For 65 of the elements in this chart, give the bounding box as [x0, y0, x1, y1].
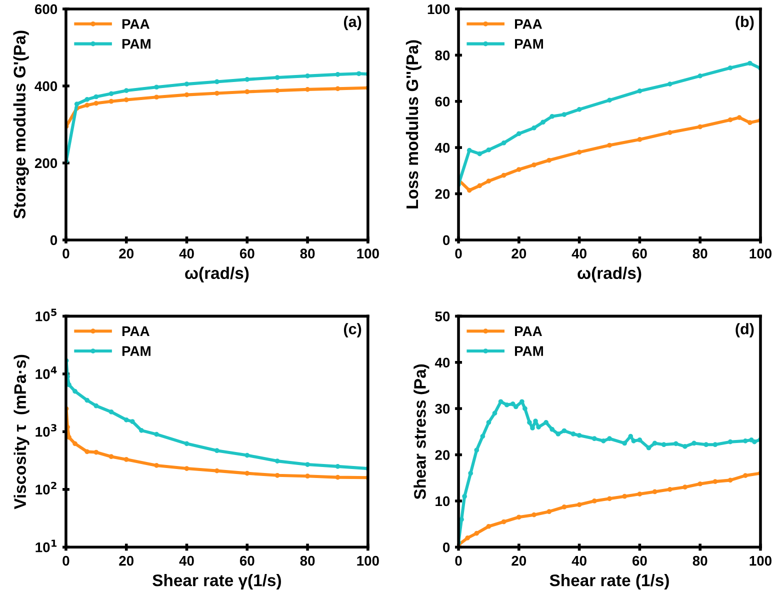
x-tick-label: 20 — [119, 248, 134, 258]
y-tick-label: 100 — [428, 4, 450, 14]
x-tick-label: 80 — [300, 556, 315, 566]
legend-label: PAA — [515, 326, 542, 336]
y-tick-label: 20 — [435, 189, 450, 199]
y-tick-label: 200 — [34, 158, 58, 168]
x-tick-label: 40 — [179, 248, 194, 258]
y-tick-label: 10$^{1}$ — [36, 540, 57, 552]
legend-label: PAA — [122, 326, 150, 336]
x-tick-label: 100 — [357, 556, 379, 566]
y-tick-label: 40 — [434, 358, 450, 368]
y-axis-title: Loss modulus G''(Pa) — [406, 40, 422, 208]
annotation: (d) — [736, 323, 754, 338]
x-tick-label: 40 — [179, 556, 194, 566]
y-tick-label: 10 — [436, 496, 450, 506]
x-axis-title: Shear rate γ(1/s) — [152, 574, 281, 590]
x-tick-label: 40 — [572, 248, 586, 258]
y-tick-label: 10$^{4}$ — [36, 366, 57, 380]
x-tick-label: 40 — [572, 556, 586, 566]
x-tick-label: 20 — [512, 556, 526, 566]
x-tick-label: 100 — [750, 556, 772, 566]
annotation: (a) — [344, 16, 362, 30]
x-tick-label: 20 — [119, 556, 134, 566]
y-tick-label: 10$^{3}$ — [36, 424, 56, 437]
x-tick-label: 80 — [692, 248, 708, 258]
x-tick-label: 0 — [62, 556, 70, 566]
legend-label: PAM — [122, 39, 150, 49]
y-axis-title: Shear stress (Pa) — [414, 364, 430, 500]
x-tick-label: 60 — [632, 248, 647, 258]
y-tick-label: 30 — [435, 404, 450, 414]
x-tick-label: 80 — [692, 556, 708, 566]
y-axis-title: Viscosity τ (mPa·s) — [14, 354, 30, 510]
legend-label: PAA — [515, 19, 542, 29]
x-tick-label: 60 — [240, 248, 254, 258]
legend-label: PAM — [122, 346, 150, 356]
y-tick-label: 10$^{5}$ — [36, 308, 57, 322]
annotation: (b) — [736, 16, 754, 30]
x-tick-label: 0 — [455, 248, 462, 258]
x-tick-label: 100 — [750, 248, 772, 258]
x-axis-title: ω(rad/s) — [578, 266, 642, 282]
y-axis-title: Storage modulus G'(Pa) — [13, 30, 29, 219]
legend-label: PAM — [515, 39, 543, 49]
y-tick-label: 10$^{2}$ — [36, 482, 56, 494]
annotation: (c) — [344, 323, 362, 338]
x-tick-label: 20 — [512, 248, 526, 258]
y-tick-label: 0 — [50, 235, 58, 246]
x-axis-title: ω(rad/s) — [185, 266, 249, 282]
x-tick-label: 0 — [62, 248, 70, 258]
y-tick-label: 60 — [435, 96, 450, 107]
legend-label: PAA — [122, 19, 150, 29]
y-tick-label: 50 — [435, 312, 450, 322]
y-tick-label: 0 — [443, 235, 450, 246]
y-tick-label: 40 — [434, 142, 450, 153]
y-tick-label: 20 — [435, 450, 450, 460]
y-tick-label: 600 — [34, 4, 58, 14]
y-tick-label: 0 — [443, 542, 450, 552]
x-tick-label: 60 — [632, 556, 647, 566]
x-tick-label: 0 — [455, 556, 462, 566]
y-tick-label: 400 — [34, 81, 58, 92]
x-tick-label: 80 — [300, 248, 315, 258]
y-tick-label: 80 — [435, 50, 450, 60]
legend-label: PAM — [515, 346, 543, 356]
x-tick-label: 100 — [357, 248, 379, 258]
x-axis-title: Shear rate (1/s) — [550, 574, 669, 590]
x-tick-label: 60 — [240, 556, 254, 566]
